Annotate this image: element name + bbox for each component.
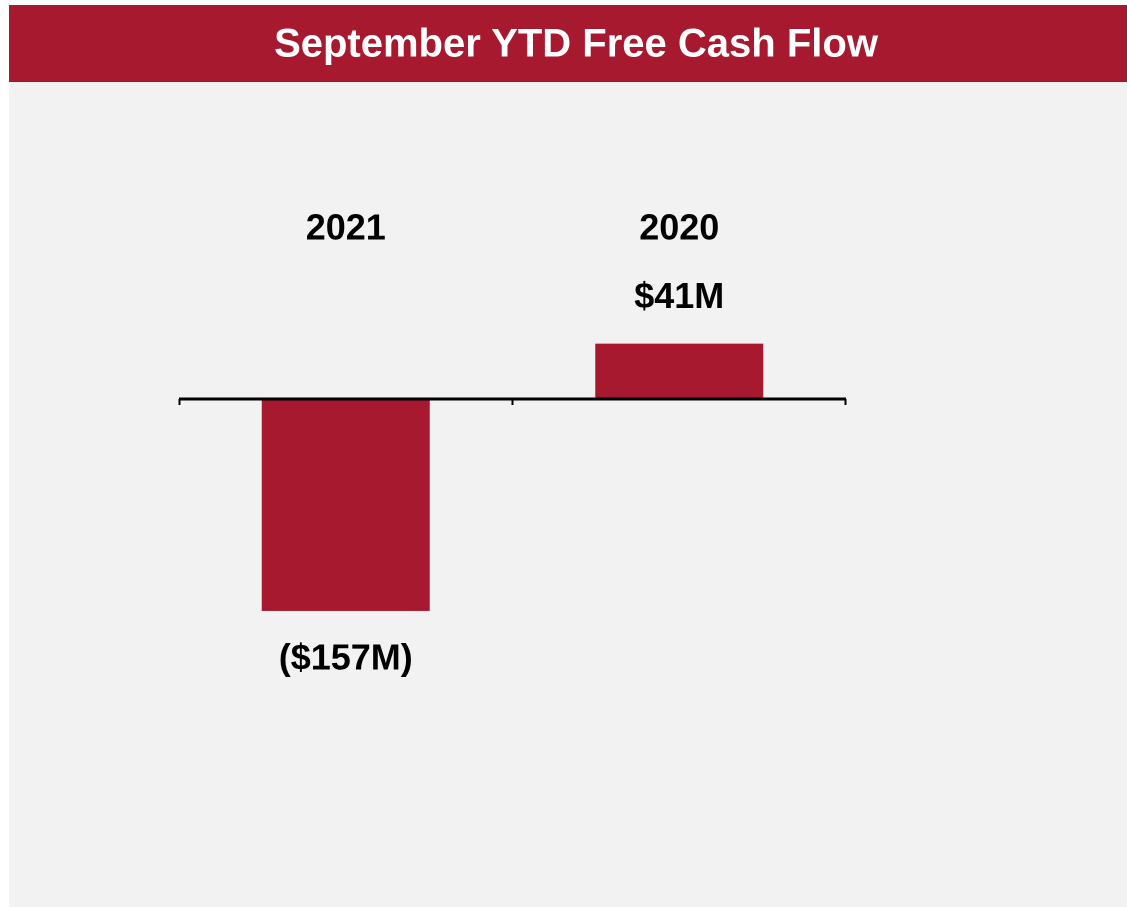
value-label: ($157M) [279, 636, 413, 677]
value-label: $41M [634, 275, 724, 316]
bar [595, 343, 764, 399]
chart-background [9, 82, 1127, 907]
bar [261, 399, 430, 611]
plot: 2021 ($157M) 2020 $41M [261, 207, 764, 677]
category-label: 2021 [306, 207, 386, 248]
title-band [9, 5, 1127, 82]
category-label: 2020 [639, 207, 719, 248]
chart-title: September YTD Free Cash Flow [274, 22, 879, 66]
